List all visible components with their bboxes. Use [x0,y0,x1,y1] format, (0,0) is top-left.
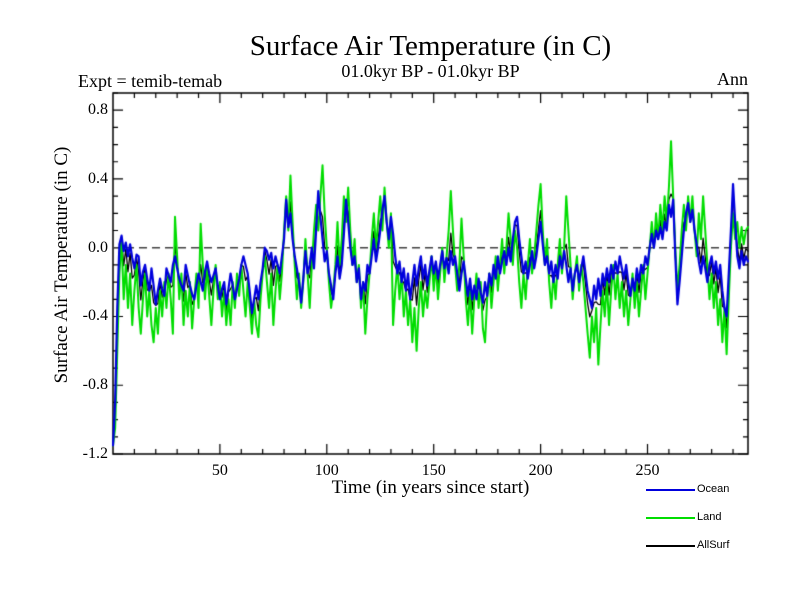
legend-label: AllSurf [697,539,730,551]
y-axis-tick-label: 0.4 [88,169,108,187]
experiment-label: Expt = temib-temab [78,71,223,91]
ocean-line-swatch [646,489,695,491]
allsurf-line-swatch [646,545,695,547]
land-line-swatch [646,517,695,519]
y-axis-tick-label: 0.8 [88,101,108,119]
x-axis-tick-label: 150 [421,462,446,479]
x-axis-tick-label: 50 [211,462,228,479]
y-axis-title: Surface Air Temperature (in C) [51,146,72,384]
y-axis-tick-label: 0.0 [88,238,108,256]
x-axis-tick-label: 100 [314,462,339,479]
chart-subtitle: 01.0kyr BP - 01.0kyr BP [341,61,520,81]
legend-item-land: Land [646,508,796,536]
legend: Ocean Land AllSurf [646,480,796,564]
period-label: Ann [717,69,748,89]
x-axis-tick-label: 250 [635,462,660,479]
y-axis-tick-label: -0.8 [82,376,108,394]
legend-label: Ocean [697,483,730,495]
chart-title: Surface Air Temperature (in C) [249,30,612,62]
y-axis-tick-label: -0.4 [82,307,108,325]
x-axis-title: Time (in years since start) [331,477,530,498]
y-axis-tick-label: -1.2 [82,445,108,462]
legend-item-allsurf: AllSurf [646,536,796,564]
legend-label: Land [697,511,722,523]
legend-item-ocean: Ocean [646,480,796,508]
x-axis-tick-label: 200 [528,462,553,479]
